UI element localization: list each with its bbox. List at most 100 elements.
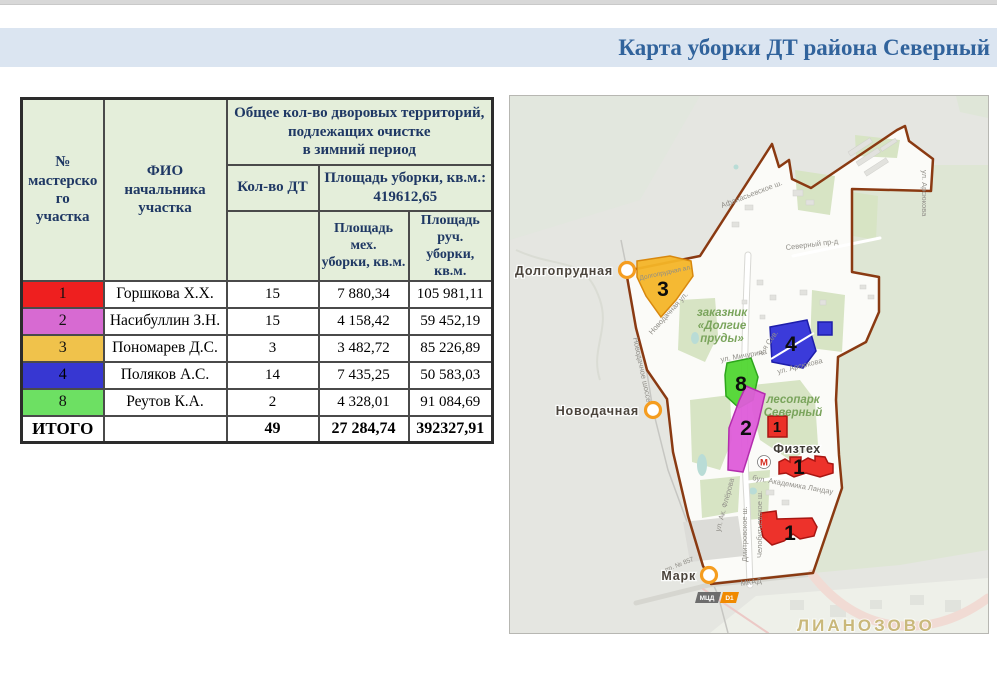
dt-count-cell: 15 [225,306,320,336]
mcd-d1-badge: МЦД D1 [695,592,739,603]
mech-area-cell: 3 482,72 [317,333,410,363]
total-mech-cell: 27 284,74 [317,414,410,444]
station-label: Долгопрудная [515,264,613,278]
station-marker-icon [617,260,637,280]
zone-2-label: 2 [740,417,752,440]
cleaning-zones [636,255,834,546]
zone-8-label: 8 [735,373,747,396]
manager-name-cell: Горшкова Х.Х. [102,279,228,309]
hand-area-cell: 91 084,69 [407,387,494,417]
hand-area-cell: 50 583,03 [407,360,494,390]
title-band: Карта уборки ДТ района Северный [0,28,997,67]
table-total-row: ИТОГО 49 27 284,74 392327,91 [20,414,494,444]
street-label: МКАД [740,576,762,588]
street-label: Дмитровское ш. [740,506,749,562]
lesopark-label-line: лесопарк [765,394,820,406]
zone-number-cell: 2 [20,306,105,336]
hand-area-cell: 85 226,89 [407,333,494,363]
col-header-mech: Площадь мех. уборки, кв.м. [317,209,410,282]
page-title: Карта уборки ДТ района Северный [618,35,990,60]
zone-3-label: 3 [657,278,669,301]
zone-4-label: 4 [785,333,797,356]
col-header-fio: ФИО начальника участка [102,97,228,282]
map-buildings [731,137,898,506]
metro-m-letter: М [760,458,768,469]
dt-count-cell: 14 [225,360,320,390]
lesopark-label-line: Северный [764,407,823,419]
lianozovo-label: ЛИАНОЗОВО [797,616,935,633]
zone-4-area-small [817,321,833,336]
mech-area-cell: 7 880,34 [317,279,410,309]
total-label-cell: ИТОГО [20,414,105,444]
dt-count-cell: 3 [225,333,320,363]
d1-label: D1 [725,595,734,602]
zone-number-cell: 4 [20,360,105,390]
industrial-area [683,516,744,562]
zone-4-area [769,319,817,369]
station-dolgoprudnaya: Долгопрудная [514,260,637,280]
street-label: Челобитьевское ш. [755,491,764,558]
mech-area-cell: 4 328,01 [317,387,410,417]
zone-1c-label: 1 [784,522,796,545]
road-through-zone4 [770,332,815,360]
col-header-area-total: Площадь уборки, кв.м.: 419612,65 [317,163,494,212]
zakaznik-label-line: «Долгие [698,320,747,332]
mcd-badge-left [695,592,721,603]
zone-number-cell: 1 [20,279,105,309]
manager-name-cell: Реутов К.А. [102,387,228,417]
col-header-uchastok: № мастерско го участка [20,97,105,282]
mcd-badge-right [720,592,739,603]
table-row: 1 Горшкова Х.Х. 15 7 880,34 105 981,11 [20,279,494,309]
nature-area-labels: заказник «Долгие пруды» лесопарк Северны… [697,307,822,419]
zone-1-area-a [767,415,788,438]
cleaning-table: № мастерско го участка ФИО начальника уч… [20,97,494,445]
station-label: Новодачная [556,404,639,418]
map-parks [678,135,900,520]
zone-number-cell: 8 [20,387,105,417]
station-mark: Марк [660,565,719,585]
map-ponds [691,164,757,495]
zone-2-area [727,385,766,473]
station-marker-icon [699,565,719,585]
fiztekh-label: Физтех [773,442,820,456]
col-header-group: Общее кол-во дворовых территорий, подлеж… [225,97,494,166]
mcd-label: МЦД [700,595,715,602]
zone-1a-label: 1 [773,419,781,436]
district-boundary [624,124,935,586]
dt-count-cell: 15 [225,279,320,309]
station-label: Марк [661,569,696,583]
empty-cell [102,414,228,444]
mech-area-cell: 4 158,42 [317,306,410,336]
zone-1-area-c [759,510,818,546]
station-novodachnaya: Новодачная [554,400,663,420]
zone-3-area [636,255,694,319]
mech-area-cell: 7 435,25 [317,360,410,390]
manager-name-cell: Насибуллин З.Н. [102,306,228,336]
table-row: 4 Поляков А.С. 14 7 435,25 50 583,03 [20,360,494,390]
station-marker-icon [643,400,663,420]
street-label: ул. Арсюкова [920,170,929,217]
total-dt-cell: 49 [225,414,320,444]
table-row: 2 Насибуллин З.Н. 15 4 158,42 59 452,19 [20,306,494,336]
hand-area-cell: 59 452,19 [407,306,494,336]
metro-fiztekh: Физтех М [757,441,821,469]
metro-icon [757,455,771,469]
map-canvas: 3 4 8 2 1 1 1 Афанасьевское ш. Северный … [510,96,988,633]
total-hand-cell: 392327,91 [407,414,494,444]
zakaznik-label-line: заказник [697,307,748,319]
manager-name-cell: Пономарев Д.С. [102,333,228,363]
dt-count-cell: 2 [225,387,320,417]
col-header-hand: Площадь руч. уборки, кв.м. [407,209,494,282]
table-row: 3 Пономарев Д.С. 3 3 482,72 85 226,89 [20,333,494,363]
table-row: 8 Реутов К.А. 2 4 328,01 91 084,69 [20,387,494,417]
hand-area-cell: 105 981,11 [407,279,494,309]
zone-number-cell: 3 [20,333,105,363]
zone-1b-label: 1 [793,456,805,479]
zakaznik-label-line: пруды» [700,333,744,345]
map-terrain [510,96,988,633]
col-header-kolvo-dt: Кол-во ДТ [225,163,320,212]
district-map: 3 4 8 2 1 1 1 Афанасьевское ш. Северный … [509,95,989,634]
top-scroll-strip [0,0,997,5]
col-header-spacer [225,209,320,282]
zone-1-area-b [778,455,834,478]
